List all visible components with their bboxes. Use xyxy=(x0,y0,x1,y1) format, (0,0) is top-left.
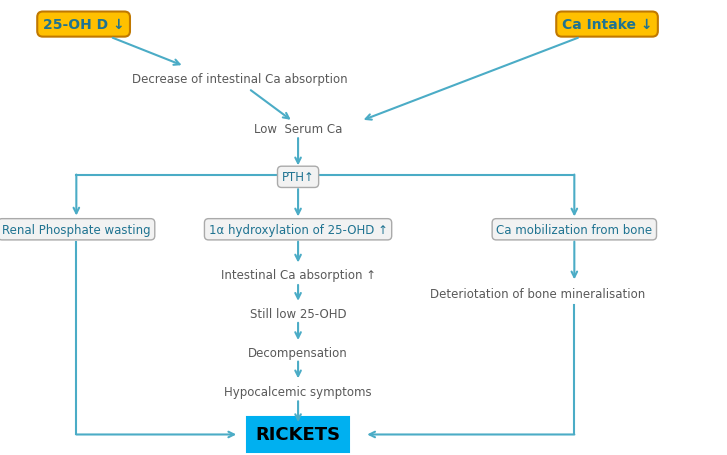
Text: Ca Intake ↓: Ca Intake ↓ xyxy=(562,18,652,32)
Text: Deteriotation of bone mineralisation: Deteriotation of bone mineralisation xyxy=(430,287,646,300)
Text: Intestinal Ca absorption ↑: Intestinal Ca absorption ↑ xyxy=(220,269,376,282)
Text: 1α hydroxylation of 25-OHD ↑: 1α hydroxylation of 25-OHD ↑ xyxy=(209,223,387,236)
Text: Low  Serum Ca: Low Serum Ca xyxy=(254,123,342,136)
Text: 25-OH D ↓: 25-OH D ↓ xyxy=(43,18,124,32)
Text: Ca mobilization from bone: Ca mobilization from bone xyxy=(497,223,652,236)
Text: Still low 25-OHD: Still low 25-OHD xyxy=(250,308,346,320)
Text: RICKETS: RICKETS xyxy=(255,425,341,444)
Text: Hypocalcemic symptoms: Hypocalcemic symptoms xyxy=(224,385,372,398)
Text: Decompensation: Decompensation xyxy=(248,346,348,359)
Text: PTH↑: PTH↑ xyxy=(281,171,315,184)
Text: Decrease of intestinal Ca absorption: Decrease of intestinal Ca absorption xyxy=(132,73,348,86)
Text: Renal Phosphate wasting: Renal Phosphate wasting xyxy=(2,223,150,236)
